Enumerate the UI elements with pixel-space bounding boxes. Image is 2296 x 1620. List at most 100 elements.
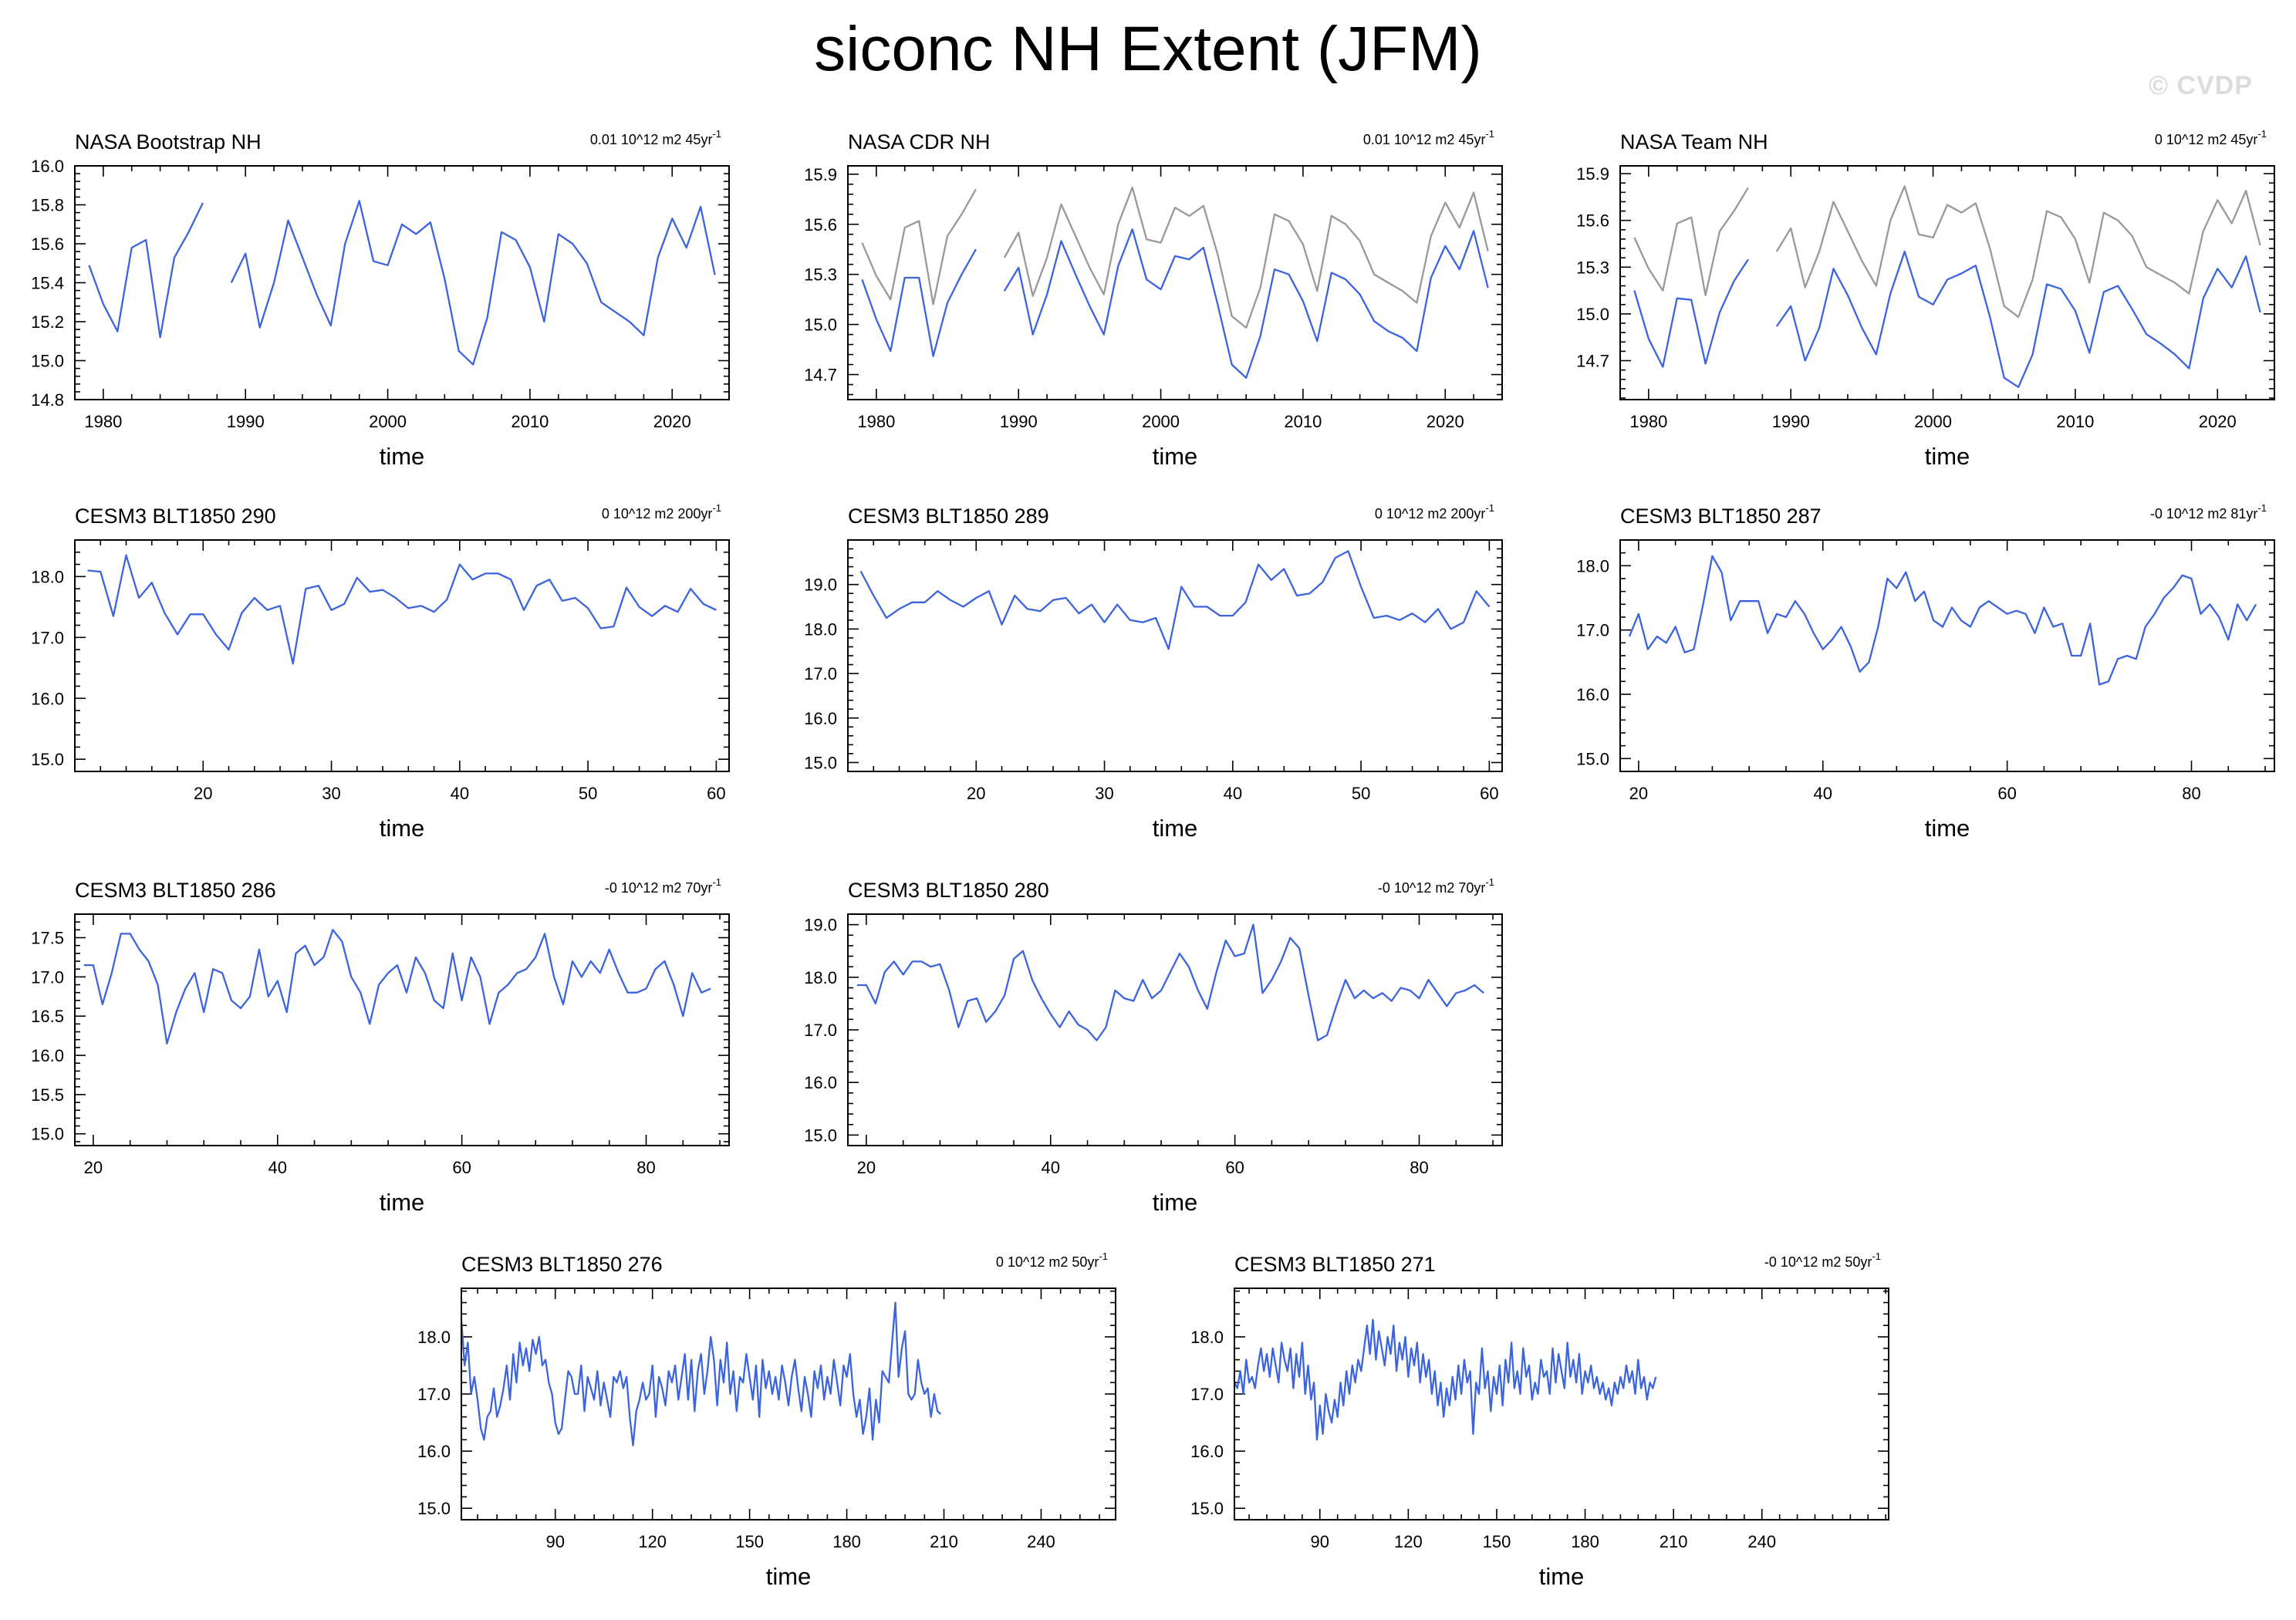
axis-ticks bbox=[75, 913, 729, 1146]
y-tick-label: 16.0 bbox=[417, 1442, 451, 1461]
chart-panel: 20 40 60 80 15.0 16.0 17.0 18.0 CESM3 BLT1850 28… bbox=[1576, 502, 2275, 842]
x-axis-label: time bbox=[1539, 1563, 1585, 1590]
trend-exponent: -1 bbox=[712, 876, 721, 888]
y-tick-label: 15.0 bbox=[804, 1126, 837, 1145]
x-tick-label: 2000 bbox=[369, 412, 407, 431]
y-tick-label: 14.7 bbox=[804, 366, 837, 385]
series-line bbox=[83, 929, 711, 1045]
trend-exponent: -1 bbox=[1485, 876, 1494, 888]
trend-label: 0 10^12 m2 50yr-1 bbox=[996, 1250, 1108, 1270]
y-tick-label: 15.8 bbox=[31, 196, 64, 215]
x-axis-label: time bbox=[1925, 443, 1970, 470]
y-tick-label: 14.8 bbox=[31, 390, 64, 410]
x-tick-label: 150 bbox=[735, 1532, 764, 1551]
panel-title: CESM3 BLT1850 286 bbox=[75, 879, 276, 902]
series-line bbox=[861, 186, 1489, 329]
x-tick-label: 2020 bbox=[1427, 412, 1464, 431]
plot-frame bbox=[74, 539, 730, 772]
series-line bbox=[87, 554, 717, 665]
x-tick-label: 1980 bbox=[1629, 412, 1667, 431]
x-tick-label: 2020 bbox=[653, 412, 691, 431]
y-tick-label: 17.0 bbox=[1576, 621, 1609, 640]
x-tick-label: 20 bbox=[194, 784, 212, 803]
y-tick-label: 15.0 bbox=[1190, 1499, 1224, 1518]
y-tick-label: 15.0 bbox=[417, 1499, 451, 1518]
x-tick-label: 60 bbox=[1997, 784, 2016, 803]
y-tick-label: 16.0 bbox=[804, 1073, 837, 1092]
series-line bbox=[88, 200, 716, 366]
x-tick-label: 20 bbox=[967, 784, 985, 803]
y-tick-label: 15.6 bbox=[804, 215, 837, 235]
x-tick-label: 1980 bbox=[857, 412, 895, 431]
y-tick-label: 16.0 bbox=[1190, 1442, 1224, 1461]
y-tick-label: 18.0 bbox=[804, 619, 837, 639]
y-tick-label: 16.0 bbox=[1576, 685, 1609, 704]
axis-ticks bbox=[461, 1288, 1116, 1520]
panel-title: CESM3 BLT1850 276 bbox=[461, 1253, 663, 1276]
x-tick-label: 50 bbox=[1352, 784, 1370, 803]
y-tick-label: 18.0 bbox=[417, 1328, 451, 1347]
x-tick-label: 180 bbox=[832, 1532, 861, 1551]
x-axis-label: time bbox=[766, 1563, 812, 1590]
x-tick-label: 1990 bbox=[1772, 412, 1810, 431]
trend-label: 0 10^12 m2 45yr-1 bbox=[2155, 128, 2267, 147]
trend-label: -0 10^12 m2 81yr-1 bbox=[2150, 502, 2267, 521]
chart-panel: 1980 1990 2000 2010 2020 14.7 15.0 15.3 15.6 15.9… bbox=[1576, 128, 2275, 470]
figure-title: siconc NH Extent (JFM) bbox=[814, 14, 1482, 84]
trend-label: 0.01 10^12 m2 45yr-1 bbox=[1363, 128, 1494, 147]
trend-label: -0 10^12 m2 70yr-1 bbox=[1378, 876, 1494, 896]
y-tick-label: 16.0 bbox=[31, 1046, 64, 1065]
x-tick-label: 210 bbox=[1660, 1532, 1688, 1551]
trend-label: -0 10^12 m2 70yr-1 bbox=[605, 876, 721, 896]
panel-title: NASA Team NH bbox=[1620, 130, 1768, 154]
series-line bbox=[859, 550, 1491, 650]
x-axis-label: time bbox=[380, 1189, 425, 1216]
axis-ticks bbox=[74, 539, 729, 772]
x-tick-label: 2010 bbox=[2056, 412, 2094, 431]
chart-panel: 20 40 60 80 15.0 16.0 17.0 18.0 19.0 CESM3 BLT185… bbox=[804, 876, 1503, 1216]
trend-exponent: -1 bbox=[2257, 502, 2267, 514]
x-tick-label: 2010 bbox=[511, 412, 549, 431]
x-tick-label: 30 bbox=[322, 784, 340, 803]
x-tick-label: 90 bbox=[1311, 1532, 1329, 1551]
panel-title: CESM3 BLT1850 287 bbox=[1620, 505, 1822, 528]
x-tick-label: 60 bbox=[1225, 1158, 1244, 1177]
plot-frame bbox=[1619, 539, 2275, 772]
y-tick-label: 15.0 bbox=[804, 316, 837, 335]
y-tick-label: 15.9 bbox=[1576, 164, 1609, 184]
plot-frame bbox=[1234, 1288, 1889, 1520]
chart-panel: 90 120 150 180 210 240 15.0 16.0 17.0 18.0 CESM3 B… bbox=[1190, 1250, 1889, 1590]
x-tick-label: 20 bbox=[84, 1158, 103, 1177]
x-tick-label: 40 bbox=[1224, 784, 1242, 803]
x-tick-label: 50 bbox=[579, 784, 597, 803]
trend-label: 0 10^12 m2 200yr-1 bbox=[602, 502, 721, 521]
panel-title: CESM3 BLT1850 280 bbox=[848, 879, 1049, 902]
x-tick-label: 2000 bbox=[1142, 412, 1180, 431]
series-line bbox=[1233, 1318, 1657, 1441]
trend-exponent: -1 bbox=[712, 502, 721, 514]
series-line bbox=[1633, 250, 2261, 388]
chart-panel: 1980 1990 2000 2010 2020 14.8 15.0 15.2 15.4 15.6… bbox=[31, 128, 730, 470]
plot-frame bbox=[847, 165, 1503, 400]
y-tick-label: 15.0 bbox=[31, 1125, 64, 1144]
y-tick-label: 18.0 bbox=[1576, 556, 1609, 575]
y-tick-label: 17.5 bbox=[31, 929, 64, 948]
plot-frame bbox=[847, 539, 1503, 772]
x-tick-label: 60 bbox=[452, 1158, 471, 1177]
y-tick-label: 15.0 bbox=[1576, 305, 1609, 324]
y-tick-label: 15.3 bbox=[1576, 258, 1609, 277]
series-line bbox=[1628, 555, 2257, 686]
x-tick-label: 2010 bbox=[1284, 412, 1322, 431]
axis-ticks bbox=[1619, 166, 2275, 400]
x-tick-label: 240 bbox=[1747, 1532, 1776, 1551]
y-tick-label: 16.0 bbox=[31, 157, 64, 176]
y-tick-label: 15.0 bbox=[804, 753, 837, 772]
y-tick-label: 18.0 bbox=[31, 567, 64, 586]
y-tick-label: 15.4 bbox=[31, 274, 64, 293]
y-tick-label: 15.0 bbox=[1576, 749, 1609, 768]
x-tick-label: 2000 bbox=[1914, 412, 1952, 431]
x-tick-label: 60 bbox=[1480, 784, 1498, 803]
x-tick-label: 180 bbox=[1571, 1532, 1599, 1551]
axis-ticks bbox=[847, 539, 1502, 772]
x-tick-label: 80 bbox=[636, 1158, 655, 1177]
